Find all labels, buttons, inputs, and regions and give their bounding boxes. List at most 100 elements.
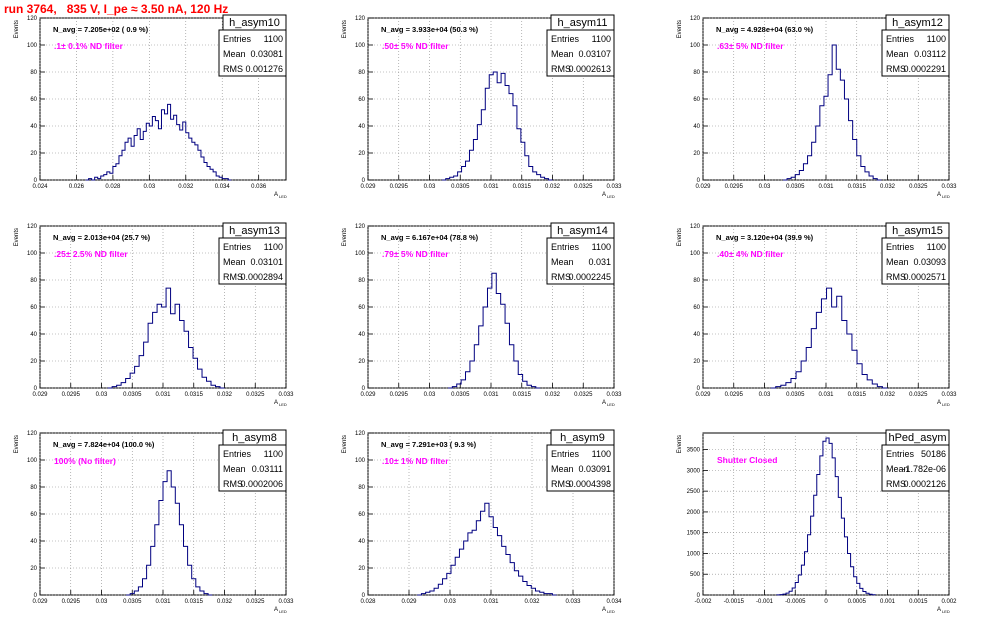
x-tick-label: 0.033 (606, 184, 622, 190)
x-tick-label: -0.0005 (785, 599, 806, 605)
stats-value: 0.03081 (250, 49, 283, 59)
y-tick-label: 40 (358, 539, 365, 545)
x-axis-label: A (937, 607, 941, 613)
y-tick-label: 120 (690, 16, 701, 22)
x-tick-label: 0.031 (483, 392, 499, 398)
y-tick-label: 40 (30, 124, 37, 130)
y-tick-label: 20 (693, 151, 700, 157)
y-tick-label: 120 (27, 431, 38, 437)
y-tick-label: 100 (690, 43, 701, 49)
stats-label: Mean (551, 49, 574, 59)
y-tick-label: 120 (27, 224, 38, 230)
y-tick-label: 40 (30, 539, 37, 545)
y-tick-label: 20 (358, 359, 365, 365)
x-tick-label: 0.03 (96, 599, 108, 605)
filter-annotation: .25± 2.5% ND filter (54, 249, 128, 259)
y-tick-label: 2000 (687, 510, 701, 516)
y-tick-label: 40 (30, 332, 37, 338)
y-tick-label: 80 (693, 278, 700, 284)
x-tick-label: 0 (824, 599, 828, 605)
x-tick-label: 0.032 (217, 392, 233, 398)
x-tick-label: 0.0325 (246, 392, 265, 398)
y-tick-label: 2500 (687, 489, 701, 495)
y-tick-label: 20 (693, 359, 700, 365)
histogram-panel: 0.029 0.0295 0.03 0.0305 0.031 0.0315 0.032 0.0… (342, 222, 622, 407)
y-axis-label: Events (342, 435, 348, 453)
stats-box (881, 237, 950, 285)
stats-label: Entries (551, 242, 580, 252)
stats-label: Mean (223, 464, 246, 474)
stats-label: Mean (886, 257, 909, 267)
stats-value: 0.0002245 (568, 272, 611, 282)
histogram-series (126, 470, 213, 596)
hist-title: h_asym12 (892, 17, 943, 29)
y-tick-label: 100 (27, 251, 38, 257)
x-tick-label: 0.029 (32, 392, 48, 398)
y-tick-label: 40 (358, 332, 365, 338)
stats-box (218, 29, 287, 77)
histogram-panel: 0.024 0.026 0.028 0.03 0.032 0.034 0.036 0 20 40 6… (14, 14, 287, 199)
x-tick-label: 0.03 (143, 184, 155, 190)
y-tick-label: 20 (358, 566, 365, 572)
filter-annotation: 100% (No filter) (54, 456, 116, 466)
filter-annotation: .40± 4% ND filter (717, 249, 784, 259)
stats-value: 0.0002006 (240, 479, 283, 489)
stats-label: RMS (551, 272, 571, 282)
x-tick-label: 0.026 (69, 184, 85, 190)
x-tick-label: 0.0305 (123, 599, 142, 605)
y-tick-label: 60 (358, 512, 365, 518)
x-tick-label: 0.033 (941, 392, 957, 398)
stats-box (546, 29, 615, 77)
y-tick-label: 80 (358, 278, 365, 284)
x-tick-label: 0.0315 (848, 392, 867, 398)
stats-label: Mean (886, 49, 909, 59)
x-tick-label: 0.0315 (185, 599, 204, 605)
y-tick-label: 100 (355, 458, 366, 464)
filter-annotation: Shutter Closed (717, 455, 777, 465)
histogram-series (441, 71, 553, 181)
x-tick-label: 0.0315 (185, 392, 204, 398)
y-tick-label: 100 (27, 458, 38, 464)
stats-box (218, 444, 287, 492)
x-tick-label: 0.0305 (451, 184, 470, 190)
x-tick-label: 0.0325 (246, 599, 265, 605)
stats-value: 0.0002126 (903, 479, 946, 489)
x-tick-label: 0.0325 (574, 392, 593, 398)
y-tick-label: 0 (362, 593, 366, 599)
stats-label: Entries (223, 34, 252, 44)
x-tick-label: 0.032 (880, 184, 896, 190)
x-tick-label: 0.0305 (123, 392, 142, 398)
x-axis-label: A (602, 607, 606, 613)
navg-annotation: N_avg = 3.120e+04 (39.9 %) (716, 233, 814, 242)
x-tick-label: 0.0315 (848, 184, 867, 190)
x-tick-label: -0.002 (694, 599, 712, 605)
y-tick-label: 60 (358, 305, 365, 311)
stats-value: 1100 (592, 34, 611, 44)
y-tick-label: 0 (34, 386, 38, 392)
y-tick-label: 0 (697, 386, 701, 392)
y-tick-label: 60 (358, 97, 365, 103)
y-tick-label: 80 (358, 70, 365, 76)
histogram-series (770, 287, 888, 389)
x-axis-label: A (274, 192, 278, 198)
x-tick-label: 0.032 (545, 184, 561, 190)
y-tick-label: 100 (27, 43, 38, 49)
histogram-panel: 0.029 0.0295 0.03 0.0305 0.031 0.0315 0.032 0.0… (677, 14, 957, 199)
y-axis-label: Events (677, 20, 683, 38)
y-tick-label: 80 (30, 485, 37, 491)
stats-label: RMS (223, 64, 243, 74)
x-tick-label: 0.0325 (574, 184, 593, 190)
histogram-panel: -0.002 -0.0015 -0.001 -0.0005 0 0.0005 0.001 0.… (677, 429, 957, 614)
y-tick-label: 3500 (687, 448, 701, 454)
histogram-panel: 0.029 0.0295 0.03 0.0305 0.031 0.0315 0.032 0.0… (14, 429, 294, 614)
x-tick-label: 0.031 (818, 392, 834, 398)
x-tick-label: 0.0295 (390, 184, 409, 190)
navg-annotation: N_avg = 7.824e+04 (100.0 %) (53, 440, 155, 449)
y-tick-label: 60 (30, 97, 37, 103)
histogram-panel: 0.029 0.0295 0.03 0.0305 0.031 0.0315 0.032 0.0… (677, 222, 957, 407)
x-tick-label: 0.033 (606, 392, 622, 398)
x-axis-label-sub: LED (279, 402, 287, 407)
stats-value: 1100 (264, 242, 283, 252)
filter-annotation: .1± 0.1% ND filter (54, 41, 124, 51)
y-tick-label: 1500 (687, 531, 701, 537)
